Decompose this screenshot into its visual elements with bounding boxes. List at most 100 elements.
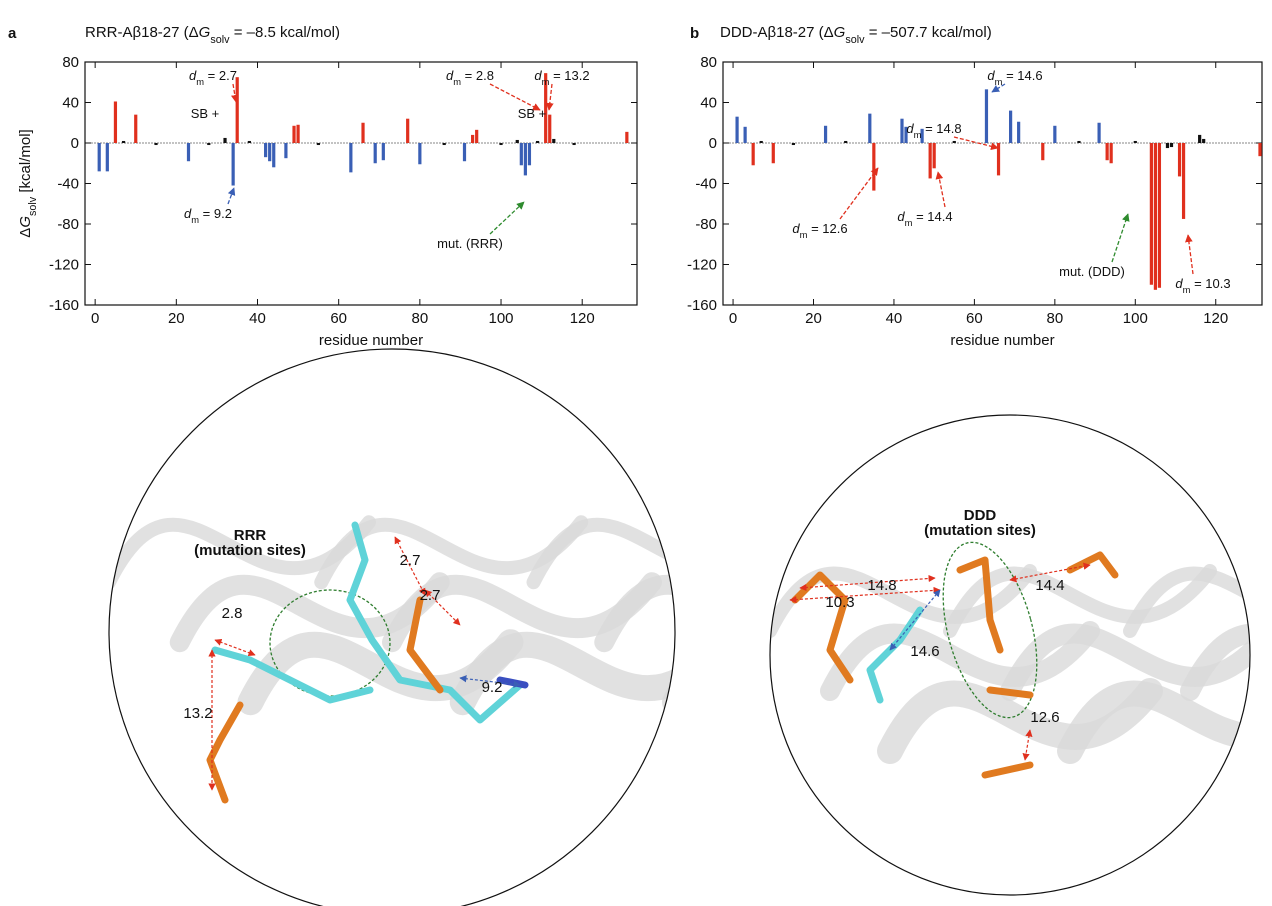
bar (361, 122, 365, 143)
y-tick-label: -120 (687, 257, 717, 274)
text-segment: m (914, 130, 922, 140)
bar (844, 140, 848, 143)
bar (1077, 140, 1081, 143)
bar (121, 140, 126, 143)
bar (418, 143, 422, 165)
bar (97, 143, 101, 172)
text-segment: m (542, 77, 550, 87)
distance-label: 10.3 (825, 594, 854, 611)
text-segment: d (1175, 276, 1183, 291)
bar (552, 138, 556, 143)
bar (952, 140, 956, 143)
distance-line (789, 586, 941, 604)
bar (751, 143, 755, 166)
annotation-arrow (935, 171, 946, 208)
x-tick-label: 0 (91, 310, 99, 327)
ribbon (662, 629, 675, 716)
annotation: dm = 14.4 (897, 209, 952, 228)
annotation-arrow (991, 83, 1006, 93)
bar (996, 143, 1001, 176)
x-tick-label: 100 (489, 310, 514, 327)
bar (462, 143, 467, 162)
annotation-arrow (489, 201, 525, 235)
y-tick-label: -40 (57, 176, 79, 193)
annotation-arrow (227, 187, 236, 205)
annotation-arrow (953, 136, 999, 151)
ribbon (1057, 678, 1250, 764)
x-tick-label: 0 (729, 310, 737, 327)
text-segment: m (191, 215, 199, 225)
x-tick-label: 60 (966, 310, 983, 327)
text-segment: Δ (17, 228, 34, 238)
distance-line (1022, 729, 1033, 761)
bar (154, 143, 158, 146)
bar (373, 143, 377, 164)
site-subtitle: (mutation sites) (924, 522, 1036, 539)
annotation-arrow (839, 167, 879, 220)
text-segment: d (534, 68, 542, 83)
bar (1105, 143, 1109, 161)
y-tick-label: 40 (700, 95, 717, 112)
annotation: dm = 10.3 (1175, 276, 1230, 295)
bar (771, 143, 775, 164)
bar (519, 143, 523, 166)
bar (1133, 140, 1137, 143)
x-tick-label: 80 (1047, 310, 1064, 327)
annotation: dm = 13.2 (534, 68, 589, 87)
bar (1097, 122, 1101, 143)
bar (984, 89, 989, 143)
x-tick-label: 60 (330, 310, 347, 327)
bar (442, 143, 446, 146)
text-segment: = 14.6 (1002, 68, 1042, 83)
ribbon (314, 515, 589, 590)
residue-stick (406, 596, 444, 694)
text-segment: solv (210, 34, 230, 46)
annotation-arrow (1185, 234, 1194, 275)
site-ellipse (269, 589, 391, 697)
distance-line (214, 638, 256, 657)
bar (186, 143, 191, 162)
y-tick-label: -120 (49, 257, 79, 274)
residue-stick (791, 571, 854, 684)
y-tick-label: 80 (62, 54, 79, 71)
annotation: dm = 2.8 (446, 68, 494, 87)
text-segment: m (905, 218, 913, 228)
bar (349, 143, 353, 173)
annotation: SB + (518, 106, 547, 121)
annotation-arrow (545, 83, 554, 111)
bar (268, 143, 272, 162)
ribbon (877, 678, 1163, 764)
y-tick-label: 0 (71, 135, 79, 152)
y-tick-label: -40 (695, 176, 717, 193)
bar (207, 143, 211, 146)
bar (1165, 143, 1170, 149)
bar (231, 143, 235, 186)
distance-label: 14.4 (1035, 577, 1064, 594)
chart-title: RRR-Aβ18-27 (ΔGsolv = –8.5 kcal/mol) (85, 24, 340, 46)
distance-line (424, 589, 461, 626)
bar (920, 128, 924, 143)
bar (247, 140, 251, 143)
bar (535, 140, 540, 143)
bar (625, 131, 629, 143)
bar (284, 143, 288, 159)
distance-label: 2.7 (420, 587, 441, 604)
text-segment: = 10.3 (1190, 276, 1230, 291)
distance-label: 13.2 (183, 705, 212, 722)
text-segment: G (199, 24, 211, 41)
residue-stick (1066, 551, 1119, 579)
bar (523, 143, 527, 176)
x-axis-label: residue number (319, 332, 423, 349)
bar (105, 143, 109, 172)
bar (900, 118, 904, 143)
residue-stick (986, 686, 1034, 699)
annotation: mut. (RRR) (437, 236, 503, 251)
bar (872, 143, 876, 191)
y-tick-label: 40 (62, 95, 79, 112)
bar (868, 113, 872, 143)
text-segment: = –507.7 kcal/mol) (865, 24, 992, 41)
y-tick-label: -80 (695, 216, 717, 233)
residue-stick (206, 701, 244, 804)
text-segment: = 14.4 (912, 209, 952, 224)
